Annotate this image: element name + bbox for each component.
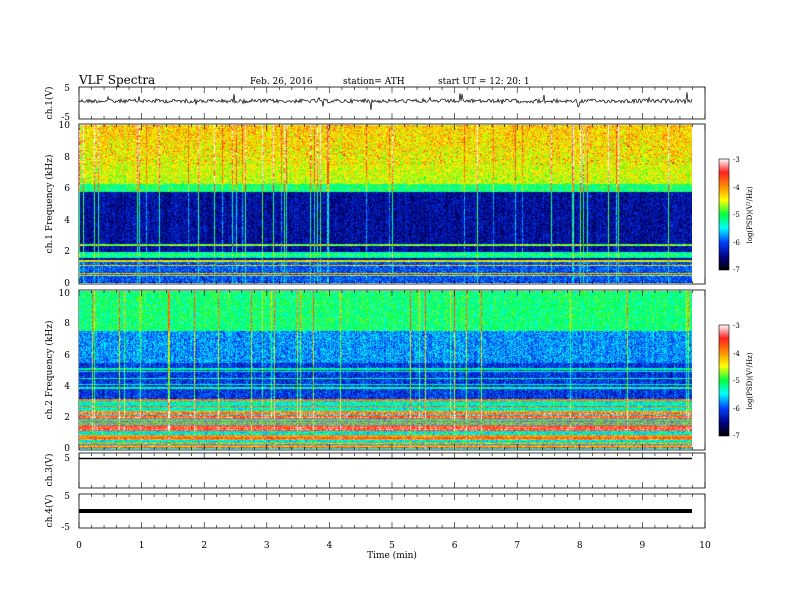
xtick-9: 9: [640, 541, 646, 551]
xtick-2: 2: [201, 541, 207, 551]
ch2-freq-tick-8: 8: [64, 319, 70, 329]
ch2-colorbar-label: log(PSD)(V²/Hz): [746, 352, 754, 409]
ch4-ytick-top: 5: [64, 492, 70, 502]
ch1-spectrogram-image: [79, 125, 692, 283]
ch2-cbar-tick-3: -3: [733, 322, 740, 330]
xtick-10: 10: [699, 541, 711, 551]
ch1-spectrogram-ticks: [78, 124, 706, 284]
xtick-8: 8: [577, 541, 583, 551]
ch1-waveform-ticks: [78, 87, 706, 119]
ch2-freq-ylabel: ch.2 Frequency (kHz): [44, 321, 55, 420]
ch1-freq-tick-2: 2: [64, 247, 70, 257]
ch2-freq-tick-10: 10: [59, 289, 71, 299]
ch2-cbar-tick-4: -4: [733, 350, 740, 358]
ch2-spectrogram-panel: 10 8 6 4 2 0 ch.2 Frequency (kHz): [44, 289, 706, 454]
ch1-cbar-tick-4: -4: [733, 184, 740, 192]
xtick-3: 3: [264, 541, 270, 551]
ch2-freq-tick-6: 6: [64, 351, 70, 361]
ch1-cbar-tick-7: -7: [733, 266, 740, 274]
date-label: Feb. 26, 2016: [250, 77, 313, 87]
ch1-freq-ylabel: ch.1 Frequency (kHz): [44, 155, 55, 254]
start-time-label: start UT = 12: 20: 1: [438, 77, 530, 87]
ch1-ytick-top: 5: [64, 84, 70, 94]
ch1-cbar-tick-5: -5: [733, 211, 740, 219]
xtick-5: 5: [389, 541, 395, 551]
xtick-7: 7: [514, 541, 520, 551]
ch3-waveform-panel: 5 ch.3(V): [44, 452, 706, 489]
ch2-freq-tick-2: 2: [64, 413, 70, 423]
figure-title: VLF Spectra: [78, 73, 155, 87]
ch1-freq-tick-4: 4: [64, 216, 70, 226]
ch1-waveform-trace: [78, 92, 693, 111]
xtick-4: 4: [327, 541, 333, 551]
ch1-colorbar-label: log(PSD)(V²/Hz): [746, 186, 754, 243]
ch1-colorbar: -3 -4 -5 -6 -7 log(PSD)(V²/Hz): [718, 156, 754, 274]
ch1-waveform-panel: 5 -5 ch.1(V): [44, 84, 706, 123]
ch2-spectrogram-image: [79, 291, 692, 449]
ch2-cbar-tick-6: -6: [733, 405, 740, 413]
ch2-freq-tick-0: 0: [64, 444, 70, 454]
ch3-ylabel: ch.3(V): [44, 454, 55, 487]
ch4-waveform-ticks: [78, 494, 706, 528]
station-label: station= ATH: [343, 77, 405, 87]
ch1-cbar-tick-6: -6: [733, 239, 740, 247]
ch3-waveform-ticks: [78, 453, 706, 488]
ch2-cbar-tick-7: -7: [733, 432, 740, 440]
ch4-waveform-panel: 5 -5 ch.4(V): [44, 492, 706, 533]
xtick-6: 6: [452, 541, 458, 551]
time-axis-label: Time (min): [367, 550, 417, 561]
ch1-ytick-bottom: -5: [61, 113, 70, 123]
time-axis: 0 1 2 3 4 5 6 7 8 9 10 Time (min): [76, 541, 711, 561]
ch4-ytick-bottom: -5: [61, 523, 70, 533]
ch2-colorbar: -3 -4 -5 -6 -7 log(PSD)(V²/Hz): [718, 322, 754, 440]
ch1-freq-tick-0: 0: [64, 279, 70, 289]
ch1-freq-tick-6: 6: [64, 184, 70, 194]
ch1-cbar-tick-3: -3: [733, 156, 740, 164]
ch1-ylabel: ch.1(V): [44, 87, 55, 120]
ch4-ylabel: ch.4(V): [44, 495, 55, 528]
ch2-freq-tick-4: 4: [64, 382, 70, 392]
xtick-1: 1: [139, 541, 145, 551]
xtick-0: 0: [76, 541, 82, 551]
ch1-spectrogram-panel: 10 8 6 4 2 0 ch.1 Frequency (kHz): [44, 121, 706, 289]
ch3-ytick-top: 5: [64, 454, 70, 464]
ch2-colorbar-gradient: [718, 324, 730, 437]
ch2-spectrogram-ticks: [78, 290, 706, 450]
ch1-freq-tick-8: 8: [64, 153, 70, 163]
ch2-cbar-tick-5: -5: [733, 377, 740, 385]
ch1-colorbar-gradient: [718, 158, 730, 271]
ch1-freq-tick-10: 10: [59, 121, 71, 131]
